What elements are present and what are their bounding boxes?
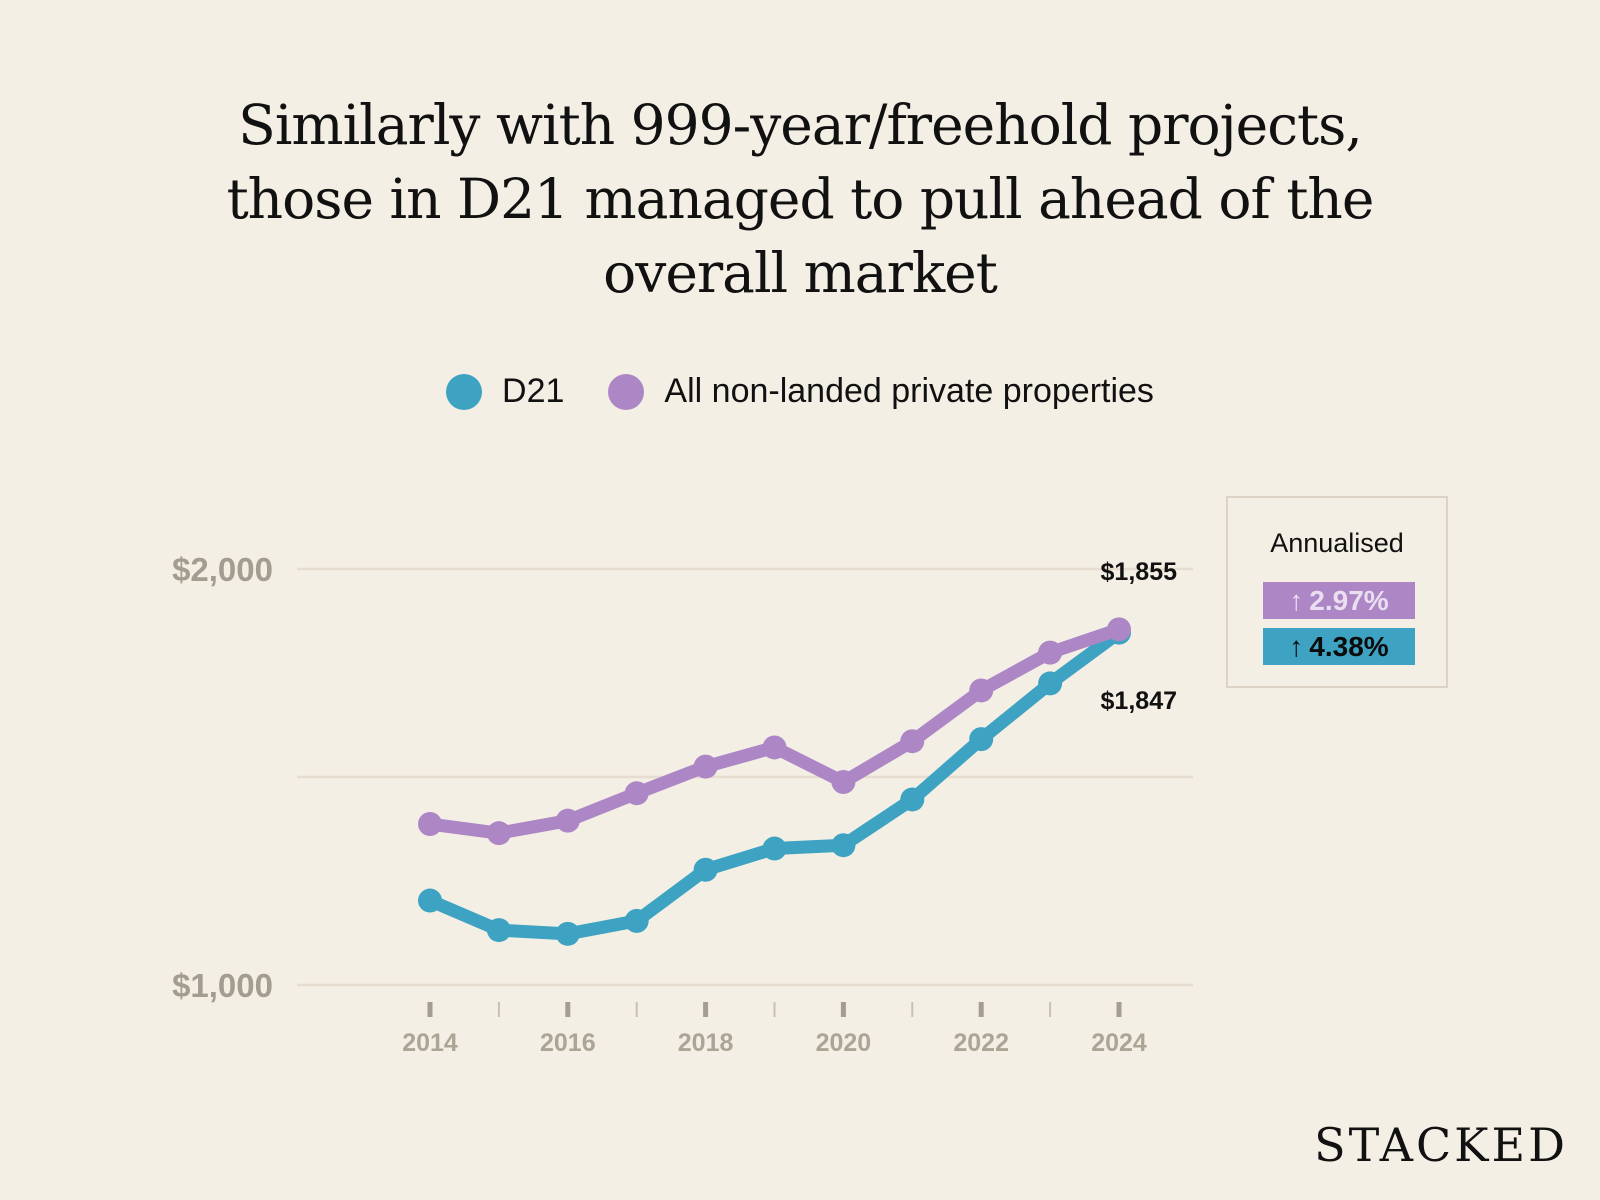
data-point (900, 729, 925, 754)
legend-label: D21 (502, 372, 565, 410)
y-tick-label: $1,000 (172, 967, 273, 1004)
chart-title: Similarly with 999-year/freehold project… (0, 88, 1600, 310)
data-point (555, 808, 580, 833)
data-point (762, 735, 787, 760)
data-point (693, 754, 718, 779)
end-label-all-market: $1,855 (1101, 558, 1178, 586)
data-point (555, 921, 580, 946)
data-point (624, 908, 649, 933)
title-line-2: those in D21 managed to pull ahead of th… (226, 167, 1375, 231)
data-point (1038, 671, 1063, 696)
y-tick-label: $2,000 (172, 551, 273, 588)
circle-marker-icon (608, 373, 645, 410)
x-tick-label: 2024 (1091, 1029, 1147, 1057)
annualised-title: Annualised (1270, 528, 1404, 558)
x-tick-label: 2020 (816, 1029, 872, 1057)
annualised-value: 4.38% (1309, 630, 1389, 662)
data-point (1107, 617, 1131, 642)
series-line (423, 622, 1126, 840)
data-point (1038, 640, 1063, 665)
arrow-up-icon: ↑ (1289, 630, 1304, 662)
annualised-badge-all-market: ↑ 2.97% (1263, 582, 1415, 619)
legend-item-d21: D21 (446, 372, 564, 411)
annualised-value: 2.97% (1309, 584, 1389, 616)
data-point (762, 836, 787, 861)
data-point (693, 857, 718, 882)
legend-item-all-non-landed: All non-landed private properties (608, 372, 1154, 411)
title-line-3: overall market (603, 241, 998, 305)
data-point (969, 678, 994, 703)
x-tick-label: 2018 (678, 1029, 734, 1057)
x-tick-label: 2014 (402, 1029, 458, 1057)
title-line-1: Similarly with 999-year/freehold project… (238, 93, 1363, 157)
data-point (486, 821, 511, 846)
data-point (900, 787, 925, 812)
data-point (831, 833, 856, 858)
x-tick-label: 2016 (540, 1029, 596, 1057)
data-point (624, 781, 649, 806)
brand-logo: STACKED (1314, 1118, 1568, 1172)
legend-label: All non-landed private properties (664, 372, 1154, 410)
data-point (418, 812, 442, 837)
data-point (486, 918, 511, 943)
circle-marker-icon (446, 373, 483, 410)
end-label-d21: $1,847 (1101, 687, 1177, 715)
data-point (418, 888, 442, 913)
data-point (831, 769, 856, 794)
series-all-non-landed (418, 617, 1131, 846)
annualised-badge-d21: ↑ 4.38% (1263, 628, 1415, 665)
data-point (969, 727, 994, 752)
annualised-box: Annualised ↑ 2.97% ↑ 4.38% (1226, 496, 1448, 688)
x-tick-label: 2022 (953, 1029, 1009, 1057)
legend: D21 All non-landed private properties (0, 372, 1600, 411)
arrow-up-icon: ↑ (1289, 584, 1304, 616)
